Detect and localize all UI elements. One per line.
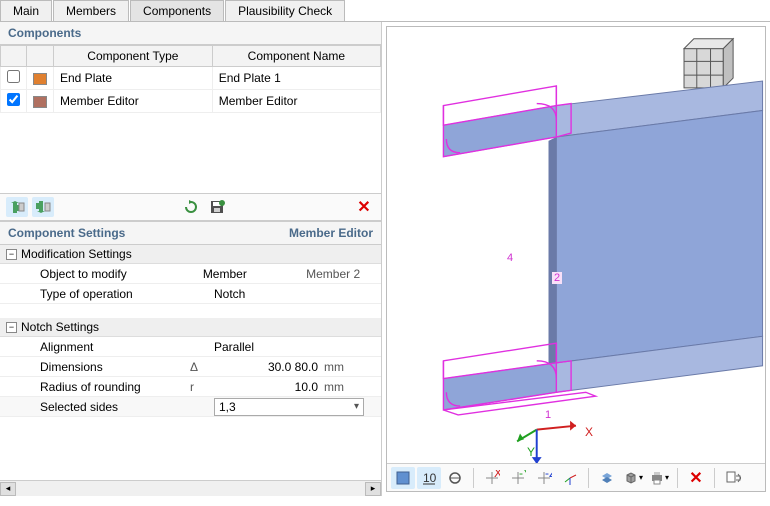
save-button[interactable] [206,197,228,217]
delete-button[interactable]: ✕ [353,197,375,217]
group-title: Modification Settings [21,247,132,261]
prop-unit: mm [324,380,364,394]
row-type: Member Editor [54,90,213,113]
tab-components[interactable]: Components [130,0,224,21]
axis-iso-button[interactable] [558,467,582,489]
dim-label-4: 4 [507,252,513,264]
row-name: Member Editor [212,90,380,113]
axis-x-button[interactable]: X [480,467,504,489]
row-type: End Plate [54,67,213,90]
prop-value: 10.0 [214,380,324,394]
tab-plausibility[interactable]: Plausibility Check [225,0,345,21]
svg-text:-Y: -Y [519,470,526,480]
axis-x-label: X [585,425,593,439]
chevron-down-icon: ▾ [354,401,359,412]
3d-viewport[interactable]: X Y Z 4 2 1 [387,27,765,463]
component-row[interactable]: End Plate End Plate 1 [1,67,381,90]
main-area: Components Component Type Component Name… [0,22,770,496]
expander-icon[interactable]: − [6,322,17,333]
settings-context: Member Editor [289,226,373,240]
right-pane: X Y Z 4 2 1 10 X -Y -Z ▾ ▾ ✕ [386,26,766,492]
tab-main[interactable]: Main [0,0,52,21]
view-mode-2-button[interactable]: 10 [417,467,441,489]
prop-value: Notch [214,287,324,301]
color-swatch [33,73,47,85]
group-title: Notch Settings [21,320,99,334]
scroll-left-arrow[interactable]: ◂ [0,482,16,496]
cube-view-button[interactable]: ▾ [621,467,645,489]
prop-symbol: Δ [190,360,214,374]
prop-row[interactable]: Selected sides 1,3 ▾ [0,397,381,417]
settings-title: Component Settings [8,226,125,240]
col-component-name[interactable]: Component Name [212,46,380,67]
detach-button[interactable] [721,467,745,489]
prop-unit: mm [324,360,364,374]
col-component-type[interactable]: Component Type [54,46,213,67]
prop-value: Parallel [214,340,324,354]
svg-text:X: X [494,470,500,480]
svg-text:10: 10 [423,471,437,485]
prop-value: 30.0 80.0 [214,360,324,374]
group-modification-settings[interactable]: − Modification Settings [0,245,381,264]
prop-extra: Member 2 [306,267,381,281]
prop-label: Dimensions [40,360,190,374]
clear-button[interactable]: ✕ [684,467,708,489]
refresh-button[interactable] [180,197,202,217]
print-button[interactable]: ▾ [647,467,671,489]
beam-render [387,27,765,463]
components-panel-header: Components [0,22,381,45]
scroll-right-arrow[interactable]: ▸ [365,482,381,496]
components-toolbar: ✕ [0,193,381,221]
prop-label: Selected sides [40,400,190,414]
prop-row[interactable]: Radius of rounding r 10.0 mm [0,377,381,397]
move-down-button[interactable] [32,197,54,217]
prop-row[interactable]: Type of operation Notch [0,284,381,304]
view-mode-1-button[interactable] [391,467,415,489]
move-up-button[interactable] [6,197,28,217]
tab-members[interactable]: Members [53,0,129,21]
prop-label: Alignment [40,340,190,354]
prop-symbol: r [190,380,214,394]
prop-row[interactable]: Object to modify Member Member 2 [0,264,381,284]
layers-button[interactable] [595,467,619,489]
group-notch-settings[interactable]: − Notch Settings [0,318,381,337]
color-swatch [33,96,47,108]
prop-label: Object to modify [40,267,180,281]
axis-neg-z-button[interactable]: -Z [532,467,556,489]
dim-label-1: 1 [545,409,551,421]
dropdown-value: 1,3 [219,400,236,414]
axis-y-label: Y [527,445,535,459]
row-name: End Plate 1 [212,67,380,90]
view-mode-3-button[interactable] [443,467,467,489]
axis-neg-y-button[interactable]: -Y [506,467,530,489]
left-pane: Components Component Type Component Name… [0,22,382,496]
svg-text:-Z: -Z [545,470,552,480]
components-list-area: Component Type Component Name End Plate … [0,45,381,496]
row-checkbox[interactable] [7,93,20,106]
components-table: Component Type Component Name End Plate … [0,45,381,113]
selected-sides-dropdown[interactable]: 1,3 ▾ [214,398,364,416]
horizontal-scrollbar[interactable]: ◂ ▸ [0,480,381,496]
tab-bar: Main Members Components Plausibility Che… [0,0,770,22]
prop-row[interactable]: Alignment Parallel [0,337,381,357]
expander-icon[interactable]: − [6,249,17,260]
prop-label: Radius of rounding [40,380,190,394]
prop-label: Type of operation [40,287,190,301]
prop-row[interactable]: Dimensions Δ 30.0 80.0 mm [0,357,381,377]
component-row[interactable]: Member Editor Member Editor [1,90,381,113]
prop-value: Member [203,267,306,281]
viewport-toolbar: 10 X -Y -Z ▾ ▾ ✕ [387,463,765,491]
settings-header: Component Settings Member Editor [0,221,381,245]
row-checkbox[interactable] [7,70,20,83]
dim-label-2: 2 [552,272,562,284]
